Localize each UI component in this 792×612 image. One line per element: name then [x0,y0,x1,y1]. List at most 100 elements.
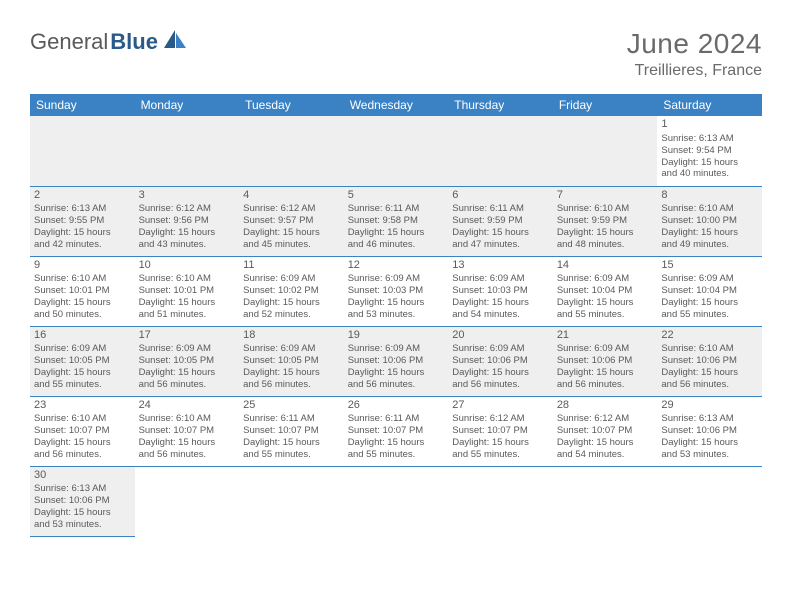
calendar-week: 2Sunrise: 6:13 AMSunset: 9:55 PMDaylight… [30,186,762,256]
day-daylight1: Daylight: 15 hours [139,227,236,239]
day-header: Tuesday [239,94,344,116]
day-daylight1: Daylight: 15 hours [452,437,549,449]
day-header: Thursday [448,94,553,116]
day-daylight1: Daylight: 15 hours [452,367,549,379]
day-daylight2: and 51 minutes. [139,309,236,321]
day-sunrise: Sunrise: 6:09 AM [139,343,236,355]
day-sunset: Sunset: 10:06 PM [34,495,131,507]
calendar-cell: 22Sunrise: 6:10 AMSunset: 10:06 PMDaylig… [657,326,762,396]
day-header: Saturday [657,94,762,116]
day-daylight2: and 48 minutes. [557,239,654,251]
day-number: 14 [557,259,654,273]
calendar-cell: 8Sunrise: 6:10 AMSunset: 10:00 PMDayligh… [657,186,762,256]
day-daylight2: and 55 minutes. [661,309,758,321]
day-daylight1: Daylight: 15 hours [139,297,236,309]
day-sunset: Sunset: 10:00 PM [661,215,758,227]
calendar-cell: 1Sunrise: 6:13 AMSunset: 9:54 PMDaylight… [657,116,762,186]
day-sunrise: Sunrise: 6:09 AM [348,273,445,285]
day-sunset: Sunset: 10:07 PM [452,425,549,437]
day-daylight2: and 56 minutes. [139,449,236,461]
day-number: 17 [139,329,236,343]
day-sunrise: Sunrise: 6:11 AM [452,203,549,215]
day-daylight2: and 54 minutes. [452,309,549,321]
day-sunset: Sunset: 9:58 PM [348,215,445,227]
calendar-cell [30,116,135,186]
calendar-cell [239,466,344,536]
day-daylight1: Daylight: 15 hours [243,437,340,449]
day-sunset: Sunset: 10:06 PM [661,355,758,367]
day-number: 18 [243,329,340,343]
day-daylight1: Daylight: 15 hours [557,227,654,239]
day-daylight1: Daylight: 15 hours [243,367,340,379]
day-sunset: Sunset: 10:06 PM [348,355,445,367]
calendar-cell: 16Sunrise: 6:09 AMSunset: 10:05 PMDaylig… [30,326,135,396]
day-header: Wednesday [344,94,449,116]
day-sunset: Sunset: 10:03 PM [452,285,549,297]
day-daylight1: Daylight: 15 hours [557,437,654,449]
day-daylight1: Daylight: 15 hours [557,367,654,379]
calendar-cell: 19Sunrise: 6:09 AMSunset: 10:06 PMDaylig… [344,326,449,396]
day-sunset: Sunset: 9:56 PM [139,215,236,227]
day-sunrise: Sunrise: 6:13 AM [34,203,131,215]
day-sunset: Sunset: 10:05 PM [139,355,236,367]
day-number: 16 [34,329,131,343]
day-sunset: Sunset: 9:54 PM [661,145,758,157]
day-number: 7 [557,189,654,203]
calendar-cell: 21Sunrise: 6:09 AMSunset: 10:06 PMDaylig… [553,326,658,396]
day-number: 5 [348,189,445,203]
day-daylight2: and 55 minutes. [348,449,445,461]
day-sunrise: Sunrise: 6:09 AM [243,343,340,355]
day-sunrise: Sunrise: 6:09 AM [661,273,758,285]
day-daylight2: and 42 minutes. [34,239,131,251]
day-number: 19 [348,329,445,343]
calendar-header-row: SundayMondayTuesdayWednesdayThursdayFrid… [30,94,762,116]
calendar-cell: 28Sunrise: 6:12 AMSunset: 10:07 PMDaylig… [553,396,658,466]
day-number: 8 [661,189,758,203]
day-number: 27 [452,399,549,413]
day-sunrise: Sunrise: 6:09 AM [557,343,654,355]
day-number: 13 [452,259,549,273]
day-sunset: Sunset: 10:06 PM [452,355,549,367]
day-sunrise: Sunrise: 6:13 AM [34,483,131,495]
calendar-cell [448,116,553,186]
day-sunrise: Sunrise: 6:09 AM [243,273,340,285]
day-daylight2: and 56 minutes. [139,379,236,391]
calendar-cell: 11Sunrise: 6:09 AMSunset: 10:02 PMDaylig… [239,256,344,326]
calendar-table: SundayMondayTuesdayWednesdayThursdayFrid… [30,94,762,537]
day-daylight1: Daylight: 15 hours [661,367,758,379]
day-sunset: Sunset: 10:01 PM [139,285,236,297]
day-daylight1: Daylight: 15 hours [139,437,236,449]
day-sunrise: Sunrise: 6:09 AM [452,273,549,285]
day-daylight1: Daylight: 15 hours [557,297,654,309]
day-sunset: Sunset: 10:07 PM [139,425,236,437]
day-daylight2: and 53 minutes. [34,519,131,531]
calendar-cell: 17Sunrise: 6:09 AMSunset: 10:05 PMDaylig… [135,326,240,396]
day-sunrise: Sunrise: 6:12 AM [243,203,340,215]
day-daylight1: Daylight: 15 hours [34,507,131,519]
calendar-week: 9Sunrise: 6:10 AMSunset: 10:01 PMDayligh… [30,256,762,326]
calendar-cell [135,116,240,186]
calendar-cell [239,116,344,186]
day-sunrise: Sunrise: 6:09 AM [452,343,549,355]
day-sunrise: Sunrise: 6:10 AM [34,273,131,285]
sail-icon [162,28,188,55]
day-daylight1: Daylight: 15 hours [34,367,131,379]
day-sunset: Sunset: 10:04 PM [661,285,758,297]
calendar-cell: 9Sunrise: 6:10 AMSunset: 10:01 PMDayligh… [30,256,135,326]
calendar-cell [657,466,762,536]
day-daylight2: and 50 minutes. [34,309,131,321]
day-sunrise: Sunrise: 6:10 AM [139,413,236,425]
day-daylight1: Daylight: 15 hours [661,297,758,309]
calendar-cell: 20Sunrise: 6:09 AMSunset: 10:06 PMDaylig… [448,326,553,396]
day-number: 10 [139,259,236,273]
day-sunrise: Sunrise: 6:13 AM [661,133,758,145]
day-daylight2: and 45 minutes. [243,239,340,251]
calendar-cell: 26Sunrise: 6:11 AMSunset: 10:07 PMDaylig… [344,396,449,466]
calendar-cell [135,466,240,536]
brand-name-1: General [30,29,108,55]
calendar-week: 23Sunrise: 6:10 AMSunset: 10:07 PMDaylig… [30,396,762,466]
day-sunset: Sunset: 10:02 PM [243,285,340,297]
day-sunrise: Sunrise: 6:10 AM [557,203,654,215]
day-number: 2 [34,189,131,203]
calendar-week: 16Sunrise: 6:09 AMSunset: 10:05 PMDaylig… [30,326,762,396]
